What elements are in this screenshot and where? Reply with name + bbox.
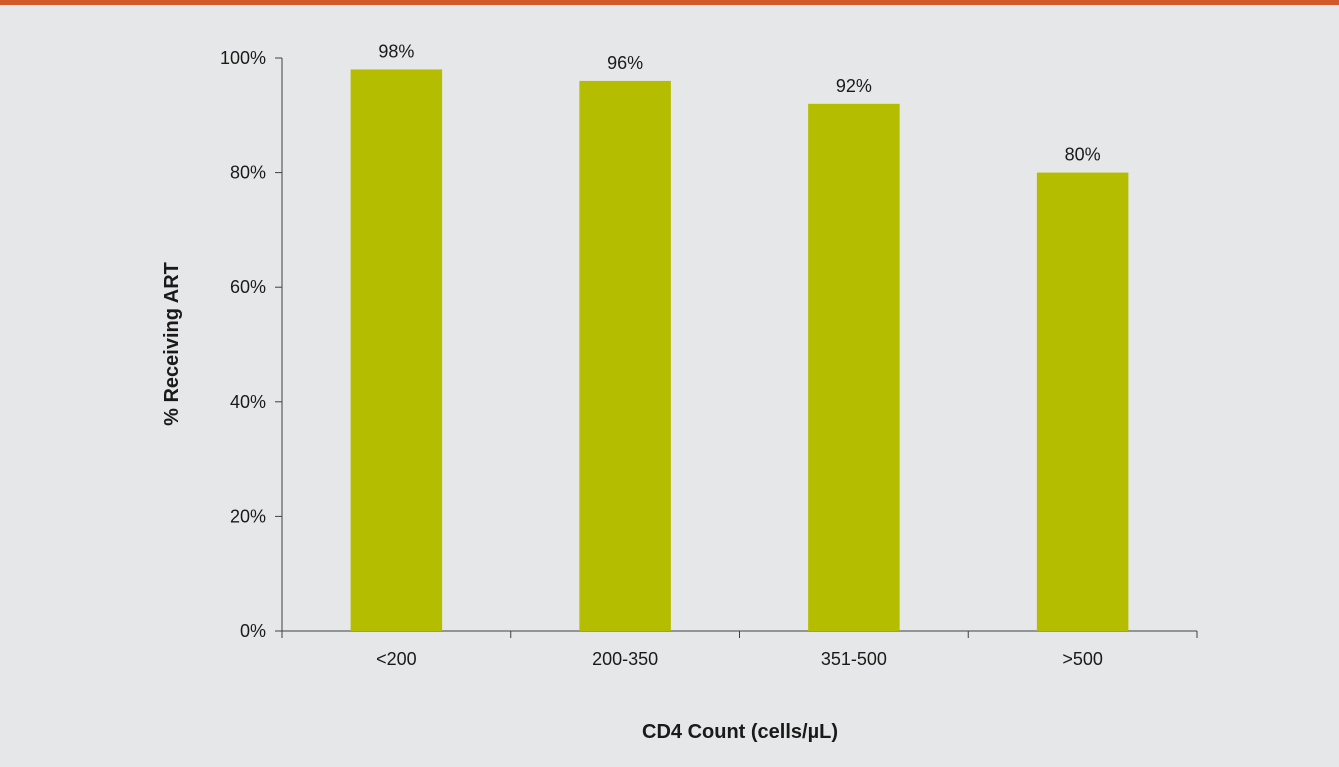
y-axis-title: % Receiving ART (161, 262, 183, 426)
y-tick-label: 100% (220, 48, 266, 68)
y-tick-label: 40% (230, 392, 266, 412)
data-label: 96% (607, 53, 643, 73)
bars-group (350, 69, 1129, 632)
x-tick-label: >500 (1062, 649, 1103, 669)
x-axis-title: CD4 Count (cells/µL) (642, 721, 838, 743)
data-label: 80% (1065, 145, 1101, 165)
y-tick-label: 0% (240, 621, 266, 641)
data-label: 98% (378, 41, 414, 61)
y-tick-label: 80% (230, 163, 266, 183)
x-tick-label: <200 (376, 649, 417, 669)
data-label: 92% (836, 76, 872, 96)
y-axis: 0% 20% 40% 60% 80% 100% (220, 48, 283, 641)
y-tick-label: 20% (230, 506, 266, 526)
x-axis: <200 200-350 351-500 >500 (281, 630, 1198, 669)
bar (350, 69, 443, 631)
x-tick-label: 200-350 (592, 649, 658, 669)
bar (579, 80, 671, 632)
y-tick-label: 60% (230, 277, 266, 297)
bar (1036, 172, 1129, 631)
x-tick-label: 351-500 (821, 649, 887, 669)
top-accent-bar (0, 0, 1339, 5)
bar (808, 103, 900, 632)
data-labels-group: 98% 96% 92% 80% (378, 41, 1100, 164)
